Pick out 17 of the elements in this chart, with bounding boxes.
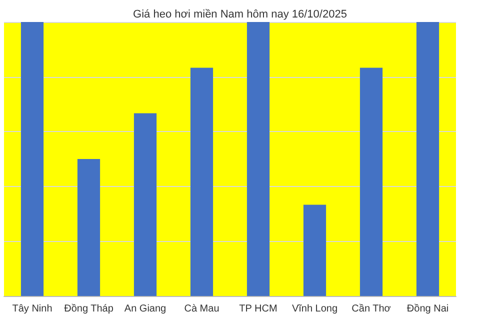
bar	[416, 22, 440, 296]
bar	[134, 113, 157, 296]
x-tick-label: Cần Thơ	[352, 304, 392, 314]
x-tick-label: Cà Mau	[184, 304, 220, 314]
bar	[190, 68, 214, 296]
x-tick-label: An Giang	[124, 304, 166, 314]
x-tick-label: Vĩnh Long	[292, 304, 338, 314]
bar	[20, 22, 44, 296]
bar	[360, 68, 383, 296]
bar	[246, 22, 270, 296]
chart-title: Giá heo hơi miền Nam hôm nay 16/10/2025	[133, 8, 347, 20]
bar	[77, 159, 100, 296]
bar	[303, 204, 326, 296]
x-tick-label: Đồng Nai	[406, 304, 449, 314]
x-tick-label: TP HCM	[239, 304, 278, 314]
x-tick-label: Tây Ninh	[12, 304, 52, 314]
x-tick-label: Đồng Tháp	[64, 304, 114, 314]
